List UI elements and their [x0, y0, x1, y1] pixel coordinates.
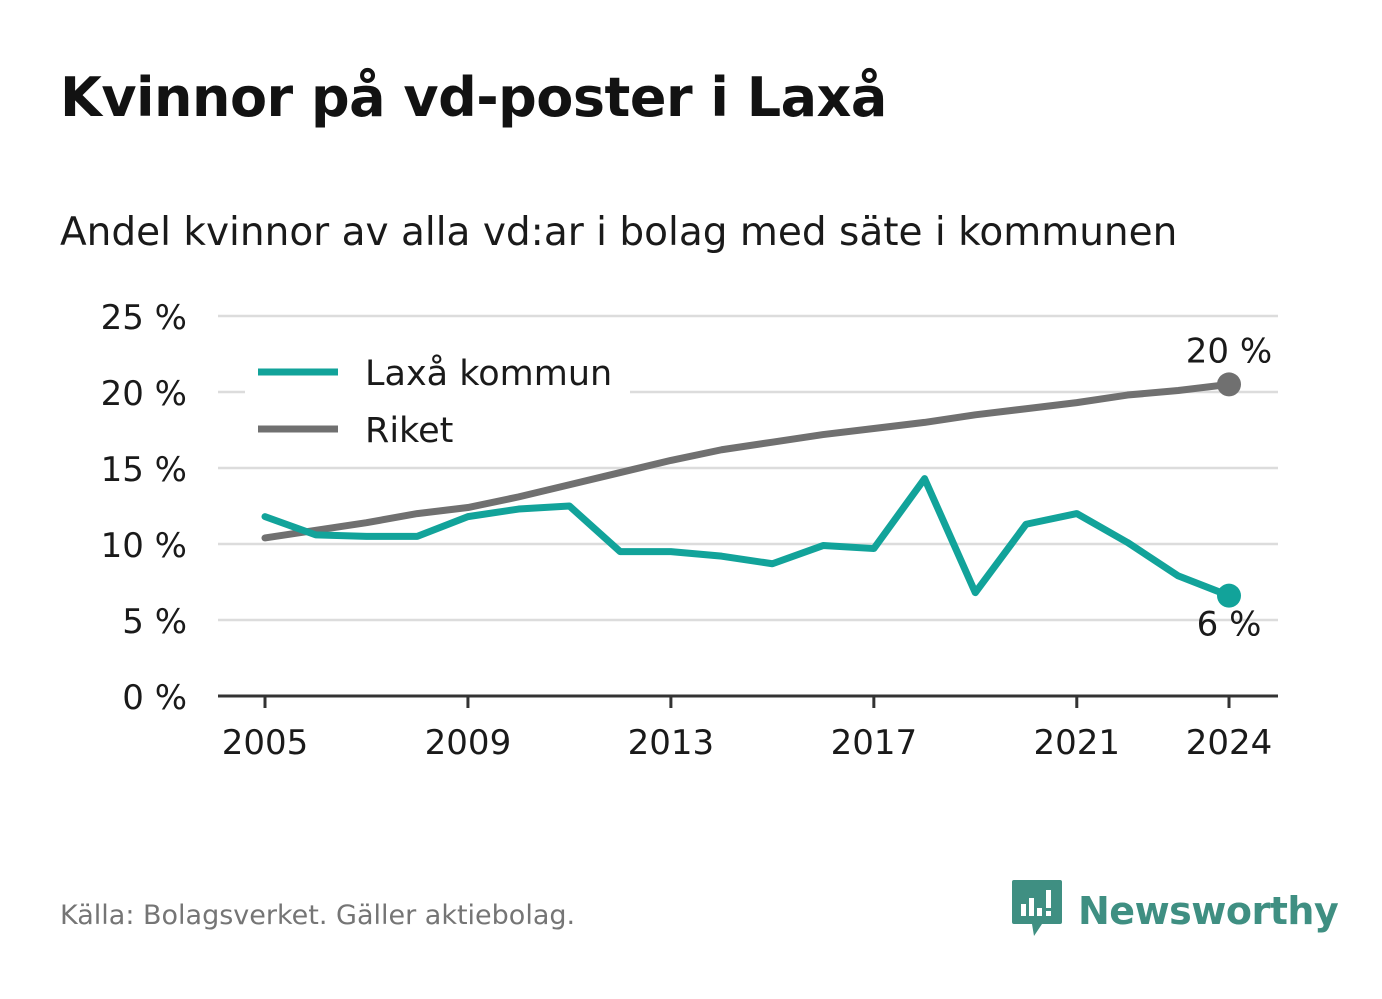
brand: Newsworthy [1010, 878, 1339, 944]
end-point-riket [1217, 372, 1241, 397]
y-tick-label: 0 % [122, 678, 187, 718]
y-tick-label: 20 % [101, 374, 187, 414]
series-line-riket [261, 380, 1233, 542]
legend-label-laxa: Laxå kommun [365, 353, 612, 394]
x-tick-label: 2021 [1034, 723, 1121, 763]
x-tick-label: 2009 [425, 723, 512, 763]
y-tick-label: 15 % [101, 450, 187, 490]
brand-name: Newsworthy [1078, 889, 1339, 933]
chart-subtitle: Andel kvinnor av alla vd:ar i bolag med … [60, 210, 1178, 255]
x-tick-label: 2017 [831, 723, 918, 763]
y-tick-label: 5 % [122, 602, 187, 642]
end-label-riket: 20 % [1186, 331, 1272, 371]
legend: Laxå kommun Riket [245, 346, 630, 466]
chart-title: Kvinnor på vd-poster i Laxå [60, 66, 887, 129]
series: 20 % 6 % [261, 331, 1272, 645]
x-tick-label: 2024 [1186, 723, 1273, 763]
end-label-laxa: 6 % [1197, 605, 1262, 645]
end-point-laxa [1217, 583, 1241, 608]
y-axis-ticks: 0 % 5 % 10 % 15 % 20 % 25 % [101, 298, 187, 718]
legend-label-riket: Riket [365, 411, 453, 451]
x-tick-label: 2005 [222, 723, 309, 763]
y-tick-label: 25 % [101, 298, 187, 338]
newsworthy-logo-icon [1010, 878, 1064, 944]
y-tick-label: 10 % [101, 526, 187, 566]
series-line-laxa [261, 475, 1233, 600]
x-tick-label: 2013 [628, 723, 715, 763]
source-note: Källa: Bolagsverket. Gäller aktiebolag. [60, 900, 576, 931]
x-axis: 2005 2009 2013 2017 2021 2024 [218, 694, 1278, 763]
legend-background [245, 346, 630, 466]
